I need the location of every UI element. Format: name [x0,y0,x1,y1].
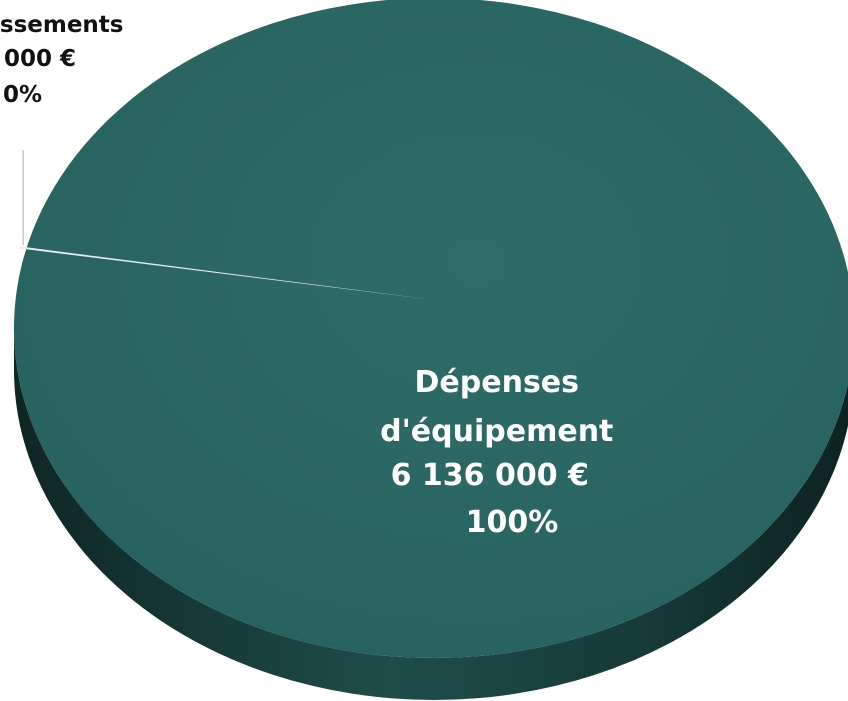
slice-label-small-line-3: 0% [3,82,42,108]
slice-label-main-line-3: 6 136 000 € [391,458,589,493]
pie-slice-investissements [19,246,434,300]
slice-label-main-line-2: d'équipement [380,414,613,449]
slice-label-small-line-1: issements [0,12,124,38]
pie-slice-depenses-equipement [14,0,848,658]
slice-label-small-line-2: 000 € [4,46,76,72]
slice-label-main-line-1: Dépenses [415,365,580,400]
slice-label-small: issements 000 € 0% [0,12,132,108]
slice-label-main-line-4: 100% [466,505,559,540]
slice-label-main: Dépenses d'équipement 6 136 000 € 100% [380,365,624,540]
